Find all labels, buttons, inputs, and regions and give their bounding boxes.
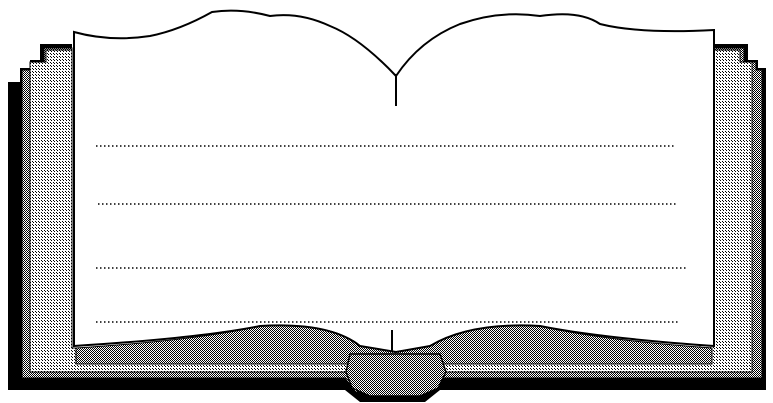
book-spine <box>391 74 397 352</box>
book-open-pages <box>73 9 715 354</box>
book-bottom-spine-bulge <box>345 353 447 397</box>
ruled-lines <box>96 145 688 323</box>
